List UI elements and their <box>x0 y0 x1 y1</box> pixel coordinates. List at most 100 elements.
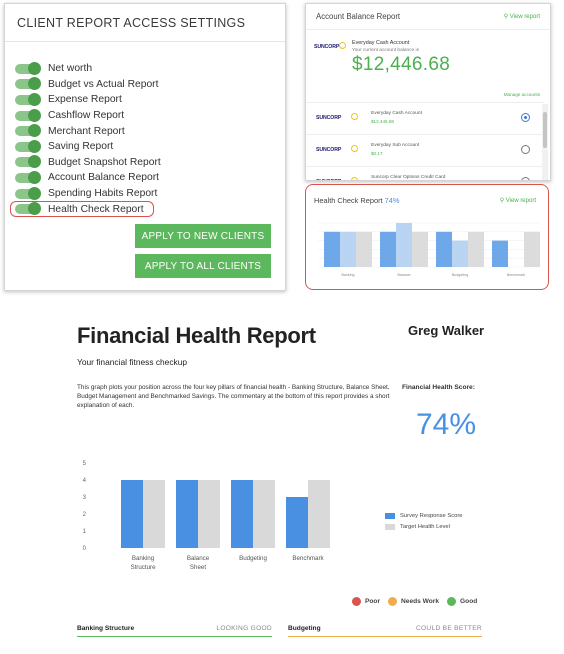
toggle-label: Budget Snapshot Report <box>48 156 161 168</box>
view-report-label: View report <box>505 198 536 204</box>
apply-to-all-clients-button[interactable]: APPLY TO ALL CLIENTS <box>135 254 271 278</box>
panel-title: Account Balance Report <box>316 12 401 21</box>
health-check-title-text: Health Check Report <box>314 196 383 205</box>
status-dot-icon <box>447 597 457 606</box>
account-row[interactable]: SUNCORP Suncorp Clear Options Credit Card… <box>306 167 544 180</box>
toggle-label: Expense Report <box>48 94 122 106</box>
health-check-title: Health Check Report 74% <box>314 196 399 205</box>
toggle-label: Account Balance Report <box>48 172 160 184</box>
mini-bar-survey-response-score-banking <box>324 231 340 267</box>
mini-bar-target-health-level-banking <box>356 231 372 267</box>
key-item-poor: Poor <box>352 597 380 606</box>
account-row[interactable]: SUNCORP Everyday Cash Account $12,446.68 <box>306 103 544 135</box>
scrollbar-thumb[interactable] <box>543 112 547 148</box>
y-tick-label: 5 <box>83 461 87 467</box>
toggle-switch-spending-habits-report[interactable] <box>15 186 41 200</box>
health-check-percent: 74% <box>384 196 400 205</box>
toggle-label: Net worth <box>48 63 93 75</box>
mini-bar-survey-response-score-benchmark <box>492 240 508 267</box>
toggle-switch-merchant-report[interactable] <box>15 124 41 138</box>
toggle-label: Budget vs Actual Report <box>48 78 159 90</box>
bank-logo: SUNCORP <box>316 115 342 121</box>
toggle-switch-budget-vs-actual-report[interactable] <box>15 77 41 91</box>
x-tick-label: Sheet <box>190 564 206 571</box>
section-name: Banking Structure <box>77 625 135 632</box>
bar-survey-response-score-benchmark <box>286 497 308 548</box>
health-check-mini-chart: Banking Balance Budgeting Benchmark <box>318 222 540 277</box>
toggle-switch-expense-report[interactable] <box>15 92 41 106</box>
toggle-row-net-worth: Net worth <box>15 61 161 77</box>
view-report-label: View report <box>509 14 540 20</box>
key-item-needs-work: Needs Work <box>388 597 439 606</box>
panel-header: Account Balance Report ⚲ View report <box>306 4 550 30</box>
x-tick-label: Balance <box>187 555 210 562</box>
bar-survey-response-score-budgeting <box>231 480 253 548</box>
account-radio[interactable] <box>521 145 530 154</box>
account-radio[interactable] <box>521 177 530 180</box>
bank-logo: SUNCORP <box>316 179 341 180</box>
view-report-link[interactable]: ⚲ View report <box>503 14 540 20</box>
account-list-scrollbar[interactable] <box>542 104 548 180</box>
toggle-switch-budget-snapshot-report[interactable] <box>15 155 41 169</box>
toggle-row-health-check-report: Health Check Report <box>10 201 154 217</box>
account-name: Everyday Sub Account <box>371 143 420 148</box>
toggle-switch-health-check-report[interactable] <box>15 202 41 216</box>
rating-key: Poor Needs Work Good <box>352 597 485 606</box>
health-check-report-panel[interactable]: Health Check Report 74% ⚲ View report Ba… <box>305 184 549 290</box>
bank-logo-icon <box>351 177 358 180</box>
account-balance-report-panel: Account Balance Report ⚲ View report SUN… <box>305 3 551 181</box>
y-tick-label: 2 <box>83 512 87 518</box>
toggle-switch-net-worth[interactable] <box>15 61 41 75</box>
y-tick-label: 4 <box>83 478 87 484</box>
section-budgeting: Budgeting COULD BE BETTER <box>288 621 482 637</box>
y-tick-label: 1 <box>83 529 87 535</box>
featured-balance: $12,446.68 <box>352 54 451 75</box>
mini-x-tick-label: Budgeting <box>452 273 468 277</box>
key-label: Good <box>460 598 478 605</box>
legend-swatch <box>385 523 395 530</box>
account-list: SUNCORP Everyday Cash Account $12,446.68 SU… <box>306 102 544 180</box>
bar-survey-response-score-banking-structure <box>121 480 143 548</box>
toggle-label: Saving Report <box>48 141 114 153</box>
bank-logo-icon <box>351 113 358 120</box>
apply-to-new-clients-button[interactable]: APPLY TO NEW CLIENTS <box>135 224 271 248</box>
toggle-switch-cashflow-report[interactable] <box>15 108 41 122</box>
bank-logo: SUNCORP <box>314 44 340 50</box>
mini-x-tick-label: Benchmark <box>507 273 525 277</box>
score-value: 74% <box>416 408 477 441</box>
key-label: Poor <box>365 598 381 605</box>
y-tick-label: 3 <box>83 495 87 501</box>
legend-item: Survey Response Score <box>385 510 463 521</box>
client-name: Greg Walker <box>408 323 485 338</box>
legend-swatch <box>385 512 395 519</box>
mini-bar-target-health-level-budgeting <box>468 231 484 267</box>
toggle-label: Spending Habits Report <box>48 188 158 200</box>
mini-bar-target-health-level-balance <box>412 231 428 267</box>
toggle-label: Merchant Report <box>48 125 125 137</box>
account-row[interactable]: SUNCORP Everyday Sub Account $0.17 <box>306 135 544 167</box>
status-dot-icon <box>388 597 398 606</box>
bank-logo: SUNCORP <box>316 147 342 153</box>
account-radio[interactable] <box>521 113 530 122</box>
report-subtitle: Your financial fitness checkup <box>77 357 188 367</box>
score-label: Financial Health Score: <box>402 384 475 391</box>
section-status: COULD BE BETTER <box>415 625 482 632</box>
account-amount: $0.17 <box>371 151 383 156</box>
mini-bar-target-health-level-benchmark <box>524 231 540 267</box>
featured-caption: Your current account balance is <box>352 48 420 53</box>
legend-label: Survey Response Score <box>400 512 463 519</box>
key-label: Needs Work <box>401 598 440 605</box>
mini-bar-current-position-balance <box>396 223 412 267</box>
legend-item: Target Health Level <box>385 521 463 532</box>
view-report-link[interactable]: ⚲ View report <box>499 198 536 204</box>
toggle-row-merchant-report: Merchant Report <box>15 123 161 139</box>
toggle-switch-saving-report[interactable] <box>15 139 41 153</box>
key-item-good: Good <box>447 597 477 606</box>
status-dot-icon <box>352 597 361 606</box>
bank-logo-icon <box>351 145 358 152</box>
report-description: This graph plots your position across th… <box>77 384 390 410</box>
toggle-switch-account-balance-report[interactable] <box>15 170 41 184</box>
manage-accounts-link[interactable]: Manage accounts <box>503 92 540 97</box>
section-name: Budgeting <box>288 625 321 632</box>
bar-target-health-level-balance-sheet <box>198 480 220 548</box>
